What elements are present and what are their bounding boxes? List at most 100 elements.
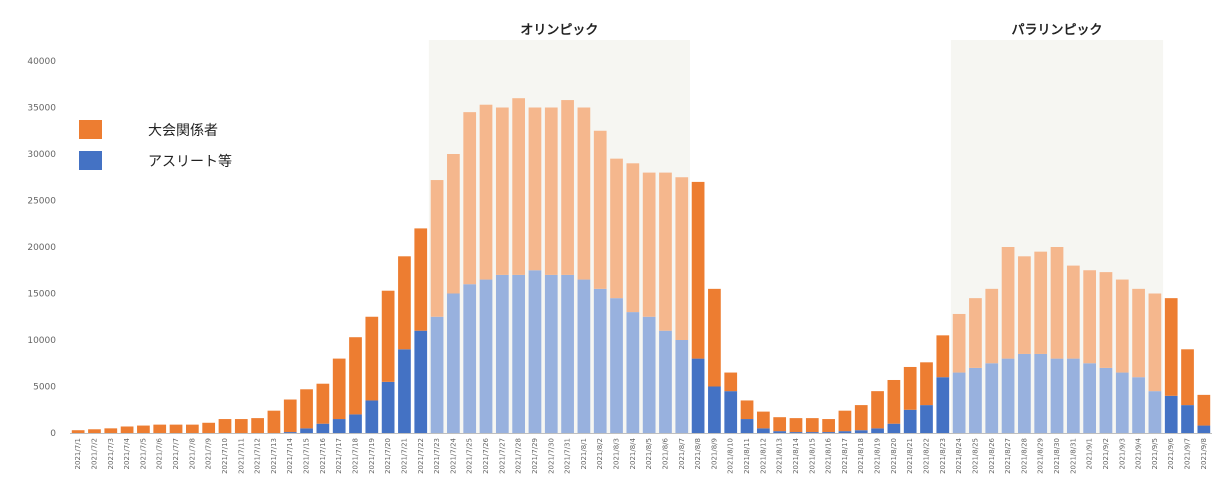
x-tick-label: 2021/7/26 [482,437,490,473]
y-axis: 0 5000 10000 15000 20000 25000 30000 35000 40000 [27,57,56,439]
bar-staff [316,383,330,424]
x-tick-label: 2021/8/3 [613,438,621,469]
bar-athletes [952,372,966,433]
bar-staff [381,290,395,382]
bar-athletes [887,423,901,433]
bar-staff [414,228,428,331]
bar-staff [137,425,150,433]
bar-staff [463,112,477,285]
bar-staff [593,130,607,289]
bar-athletes [659,330,672,433]
bar-staff [120,426,134,433]
bar-staff [1034,251,1048,354]
bar-athletes [332,419,346,433]
bar-staff [495,107,509,275]
x-tick-label: 2021/9/3 [1118,438,1126,469]
bar-athletes [805,432,819,433]
bar-athletes [1164,395,1178,433]
bar-staff [659,172,672,331]
x-tick-label: 2021/7/22 [417,438,425,474]
x-tick-label: 2021/8/19 [874,438,882,474]
bar-staff [740,400,754,420]
bar-staff [626,163,640,313]
bar-athletes [577,279,591,433]
x-tick-label: 2021/7/30 [547,438,555,474]
x-tick-label: 2021/8/7 [678,438,686,469]
bar-staff [838,410,852,432]
bar-athletes [675,340,689,433]
bar-athletes [838,431,852,433]
x-tick-label: 2021/8/17 [841,438,849,474]
bar-athletes [1099,367,1113,433]
x-tick-label: 2021/9/4 [1135,437,1143,469]
bar-athletes [593,288,607,433]
x-tick-label: 2021/7/17 [335,438,343,474]
annotations: オリンピック パラリンピック [520,23,1102,38]
x-tick-label: 2021/8/29 [1037,438,1045,474]
annotation-label: パラリンピック [1012,23,1103,38]
x-tick-label: 2021/7/5 [139,438,147,469]
x-tick-label: 2021/7/23 [433,438,441,474]
x-tick-label: 2021/8/2 [596,438,604,469]
x-tick-label: 2021/8/12 [759,438,767,474]
bar-staff [610,158,623,299]
x-tick-label: 2021/8/18 [857,438,865,474]
x-tick-label: 2021/7/25 [466,438,474,474]
bar-staff [561,100,574,275]
y-tick-label: 0 [50,429,56,439]
x-tick-label: 2021/9/7 [1184,438,1192,469]
bar-athletes [691,358,705,433]
bar-staff [71,430,85,433]
y-tick-label: 25000 [27,197,56,207]
x-tick-label: 2021/8/8 [694,438,702,469]
x-tick-label: 2021/7/29 [531,438,539,474]
x-tick-label: 2021/7/13 [270,438,278,474]
bar-athletes [479,279,493,433]
bar-athletes [316,423,330,433]
bar-staff [1050,247,1064,359]
bar-staff [218,419,232,433]
x-tick-label: 2021/7/1 [74,438,82,469]
bar-staff [871,391,884,429]
x-tick-label: 2021/8/9 [710,438,718,469]
x-tick-label: 2021/7/27 [498,438,506,474]
x-tick-label: 2021/7/2 [90,438,98,469]
bar-staff [1083,270,1097,364]
x-tick-label: 2021/7/15 [303,438,311,474]
bar-staff [708,288,721,387]
bar-staff [1164,298,1178,396]
bar-athletes [283,432,297,433]
bar-staff [805,418,819,433]
bar-staff [283,399,297,433]
bar-athletes [854,430,868,433]
x-tick-label: 2021/8/16 [825,437,833,473]
x-tick-label: 2021/8/10 [727,438,735,474]
bar-athletes [414,330,428,433]
bar-athletes [1132,377,1145,433]
y-tick-label: 10000 [27,336,56,346]
x-tick-label: 2021/8/6 [661,437,669,469]
bar-staff [773,417,787,432]
legend-label-staff: 大会関係者 [148,123,218,139]
x-tick-label: 2021/9/1 [1086,438,1094,469]
x-tick-label: 2021/8/30 [1053,438,1061,474]
x-tick-label: 2021/7/11 [237,438,245,474]
y-tick-label: 40000 [27,57,56,67]
legend: 大会関係者 アスリート等 [79,120,232,170]
bar-staff [1148,293,1162,392]
bar-athletes [985,363,999,433]
bar-athletes [1148,391,1162,433]
bar-staff [398,256,411,350]
x-tick-label: 2021/7/28 [515,438,523,474]
bar-staff [1018,256,1031,354]
bar-staff [1001,247,1015,359]
x-tick-label: 2021/8/31 [1069,438,1077,474]
bar-staff [756,411,770,429]
bar-athletes [1001,358,1015,433]
x-tick-label: 2021/7/3 [107,438,115,469]
bar-staff [185,424,199,433]
bar-athletes [430,316,444,433]
bar-athletes [789,432,803,433]
bar-staff [430,180,444,317]
bar-athletes [903,409,917,433]
